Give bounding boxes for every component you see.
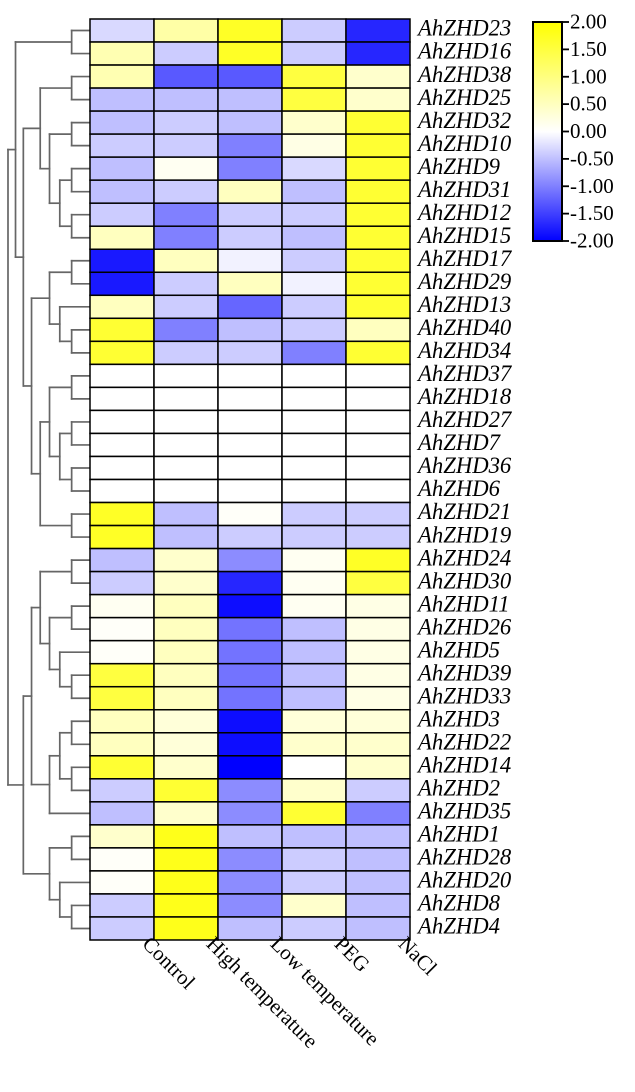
svg-text:AhZHD24: AhZHD24 (416, 545, 511, 570)
svg-text:AhZHD8: AhZHD8 (416, 891, 501, 916)
svg-text:AhZHD20: AhZHD20 (416, 868, 512, 893)
svg-text:-2.00: -2.00 (570, 229, 614, 253)
svg-text:AhZHD32: AhZHD32 (416, 108, 511, 133)
svg-text:AhZHD5: AhZHD5 (416, 637, 500, 662)
svg-text:AhZHD9: AhZHD9 (416, 154, 500, 179)
svg-text:AhZHD25: AhZHD25 (416, 85, 511, 110)
svg-text:1.50: 1.50 (570, 37, 607, 61)
svg-text:AhZHD36: AhZHD36 (416, 453, 512, 478)
svg-text:AhZHD13: AhZHD13 (416, 292, 511, 317)
svg-text:AhZHD10: AhZHD10 (416, 131, 512, 156)
svg-text:AhZHD30: AhZHD30 (416, 568, 512, 593)
svg-text:AhZHD33: AhZHD33 (416, 683, 511, 708)
svg-text:AhZHD28: AhZHD28 (416, 845, 512, 870)
svg-text:AhZHD11: AhZHD11 (416, 591, 510, 616)
svg-text:AhZHD16: AhZHD16 (416, 39, 512, 64)
svg-text:AhZHD17: AhZHD17 (416, 246, 513, 271)
svg-text:AhZHD22: AhZHD22 (416, 729, 511, 754)
svg-text:AhZHD26: AhZHD26 (416, 614, 512, 639)
svg-text:AhZHD21: AhZHD21 (416, 499, 511, 524)
svg-text:AhZHD4: AhZHD4 (416, 914, 500, 939)
svg-text:0.00: 0.00 (570, 119, 607, 143)
svg-text:AhZHD40: AhZHD40 (416, 315, 512, 340)
svg-text:AhZHD29: AhZHD29 (416, 269, 511, 294)
svg-text:AhZHD18: AhZHD18 (416, 384, 512, 409)
svg-text:AhZHD34: AhZHD34 (416, 338, 511, 363)
svg-text:1.00: 1.00 (570, 64, 607, 88)
svg-text:AhZHD1: AhZHD1 (416, 822, 500, 847)
svg-text:AhZHD39: AhZHD39 (416, 660, 511, 685)
svg-text:AhZHD2: AhZHD2 (416, 776, 500, 801)
svg-text:AhZHD6: AhZHD6 (416, 476, 501, 501)
svg-text:AhZHD27: AhZHD27 (416, 407, 513, 432)
svg-text:AhZHD23: AhZHD23 (416, 16, 511, 41)
svg-text:0.50: 0.50 (570, 92, 607, 116)
svg-text:-1.50: -1.50 (570, 201, 614, 225)
svg-text:AhZHD38: AhZHD38 (416, 62, 512, 87)
svg-text:AhZHD14: AhZHD14 (416, 753, 511, 778)
svg-text:AhZHD35: AhZHD35 (416, 799, 511, 824)
svg-text:AhZHD37: AhZHD37 (416, 361, 513, 386)
svg-text:AhZHD12: AhZHD12 (416, 200, 511, 225)
svg-text:-1.00: -1.00 (570, 174, 614, 198)
svg-text:AhZHD31: AhZHD31 (416, 177, 511, 202)
svg-text:AhZHD3: AhZHD3 (416, 706, 500, 731)
svg-text:AhZHD15: AhZHD15 (416, 223, 511, 248)
svg-text:2.00: 2.00 (570, 10, 607, 34)
svg-text:AhZHD7: AhZHD7 (416, 430, 502, 455)
svg-text:AhZHD19: AhZHD19 (416, 522, 511, 547)
svg-text:-0.50: -0.50 (570, 146, 614, 170)
